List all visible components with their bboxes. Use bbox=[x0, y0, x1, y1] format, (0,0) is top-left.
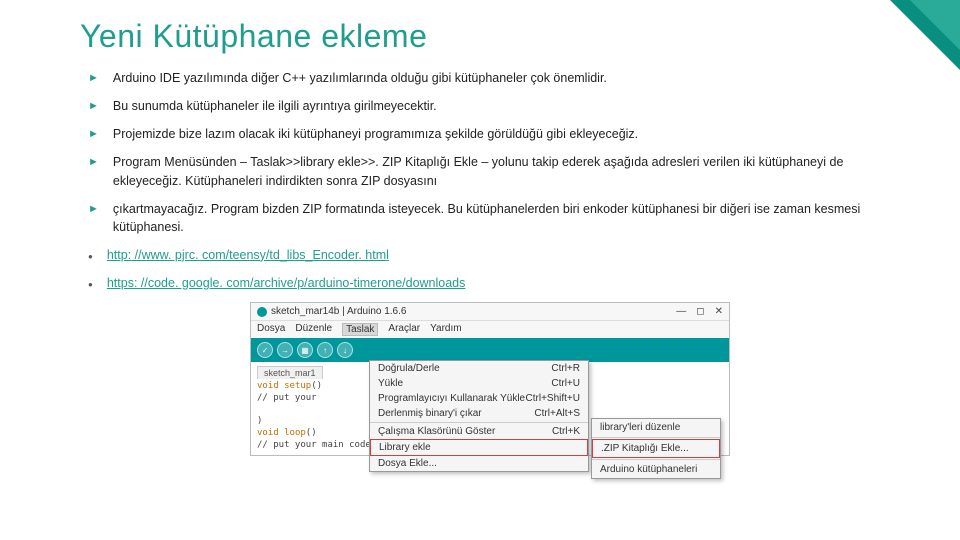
sm-item-add-zip[interactable]: .ZIP Kitaplığı Ekle... bbox=[592, 439, 720, 458]
menu-edit[interactable]: Düzenle bbox=[295, 323, 332, 336]
window-title: sketch_mar14b | Arduino 1.6.6 bbox=[257, 306, 406, 317]
chevron-icon: ► bbox=[88, 202, 99, 218]
window-controls: — ◻ ✕ bbox=[676, 306, 723, 317]
menubar: Dosya Düzenle Taslak Araçlar Yardım bbox=[251, 321, 729, 338]
dd-item-upload[interactable]: YükleCtrl+U bbox=[370, 376, 588, 391]
separator bbox=[592, 459, 720, 460]
dot-icon: ● bbox=[88, 279, 93, 291]
bullet-text: Bu sunumda kütüphaneler ile ilgili ayrın… bbox=[113, 97, 437, 115]
slide-content: Yeni Kütüphane ekleme ► Arduino IDE yazıl… bbox=[0, 0, 960, 540]
close-icon[interactable]: ✕ bbox=[715, 306, 723, 317]
dd-item-verify[interactable]: Doğrula/DerleCtrl+R bbox=[370, 361, 588, 376]
sm-item-manage[interactable]: library'leri düzenle bbox=[592, 419, 720, 436]
library-submenu: library'leri düzenle .ZIP Kitaplığı Ekle… bbox=[591, 418, 721, 479]
menu-help[interactable]: Yardım bbox=[430, 323, 462, 336]
chevron-icon: ► bbox=[88, 71, 99, 87]
bullet-item: ► Bu sunumda kütüphaneler ile ilgili ayrı… bbox=[88, 97, 900, 115]
bullet-item: ► çıkartmayacağız. Program bizden ZIP for… bbox=[88, 200, 900, 236]
link-item[interactable]: ● http: //www. pjrc. com/teensy/td_libs_E… bbox=[88, 246, 900, 264]
menu-sketch[interactable]: Taslak bbox=[342, 323, 378, 336]
separator bbox=[592, 437, 720, 438]
menu-file[interactable]: Dosya bbox=[257, 323, 285, 336]
bullet-text: Projemizde bize lazım olacak iki kütüpha… bbox=[113, 125, 638, 143]
bullet-text: Arduino IDE yazılımında diğer C++ yazılı… bbox=[113, 69, 607, 87]
menu-tools[interactable]: Araçlar bbox=[388, 323, 420, 336]
editor-area: sketch_mar1 void setup() // put your ) v… bbox=[251, 362, 729, 455]
toolbar: ✓ → ▦ ↑ ↓ bbox=[251, 338, 729, 362]
arduino-logo-icon bbox=[257, 307, 267, 317]
dd-item-add-file[interactable]: Dosya Ekle... bbox=[370, 456, 588, 471]
chevron-icon: ► bbox=[88, 99, 99, 115]
new-button[interactable]: ▦ bbox=[297, 342, 313, 358]
save-button[interactable]: ↓ bbox=[337, 342, 353, 358]
window-title-text: sketch_mar14b | Arduino 1.6.6 bbox=[271, 306, 406, 317]
window-titlebar: sketch_mar14b | Arduino 1.6.6 — ◻ ✕ bbox=[251, 303, 729, 321]
link-text[interactable]: http: //www. pjrc. com/teensy/td_libs_En… bbox=[107, 246, 389, 264]
open-button[interactable]: ↑ bbox=[317, 342, 333, 358]
bullet-item: ► Program Menüsünden – Taslak>>library ek… bbox=[88, 153, 900, 189]
sketch-dropdown: Doğrula/DerleCtrl+R YükleCtrl+U Programl… bbox=[369, 360, 589, 472]
dd-item-export-binary[interactable]: Derlenmiş binary'i çıkarCtrl+Alt+S bbox=[370, 406, 588, 421]
chevron-icon: ► bbox=[88, 127, 99, 143]
link-text[interactable]: https: //code. google. com/archive/p/ard… bbox=[107, 274, 466, 292]
bullet-item: ► Arduino IDE yazılımında diğer C++ yazıl… bbox=[88, 69, 900, 87]
upload-button[interactable]: → bbox=[277, 342, 293, 358]
chevron-icon: ► bbox=[88, 155, 99, 171]
sm-item-arduino-libs[interactable]: Arduino kütüphaneleri bbox=[592, 461, 720, 478]
bullet-text: Program Menüsünden – Taslak>>library ekl… bbox=[113, 153, 900, 189]
dot-icon: ● bbox=[88, 251, 93, 263]
dd-item-show-folder[interactable]: Çalışma Klasörünü GösterCtrl+K bbox=[370, 424, 588, 439]
dd-item-add-library[interactable]: Library ekle bbox=[370, 439, 588, 456]
link-item[interactable]: ● https: //code. google. com/archive/p/ar… bbox=[88, 274, 900, 292]
sketch-tab[interactable]: sketch_mar1 bbox=[257, 366, 323, 379]
separator bbox=[370, 422, 588, 423]
minimize-icon[interactable]: — bbox=[676, 306, 686, 317]
maximize-icon[interactable]: ◻ bbox=[696, 306, 704, 317]
page-title: Yeni Kütüphane ekleme bbox=[80, 18, 900, 55]
verify-button[interactable]: ✓ bbox=[257, 342, 273, 358]
bullet-list: ► Arduino IDE yazılımında diğer C++ yazıl… bbox=[88, 69, 900, 292]
dd-item-upload-programmer[interactable]: Programlayıcıyı Kullanarak YükleCtrl+Shi… bbox=[370, 391, 588, 406]
bullet-text: çıkartmayacağız. Program bizden ZIP form… bbox=[113, 200, 900, 236]
arduino-ide-window: sketch_mar14b | Arduino 1.6.6 — ◻ ✕ Dosy… bbox=[250, 302, 730, 456]
bullet-item: ► Projemizde bize lazım olacak iki kütüph… bbox=[88, 125, 900, 143]
